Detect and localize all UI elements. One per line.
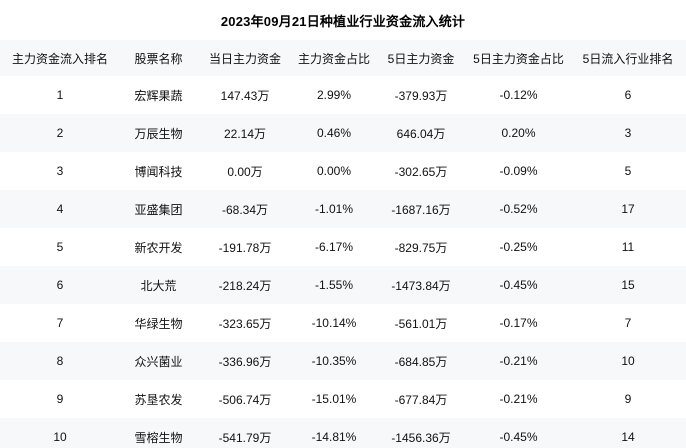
table-cell: -191.78万	[197, 228, 293, 266]
table-cell: -1456.36万	[375, 418, 467, 448]
table-cell: 14	[570, 418, 686, 448]
table-cell: -0.21%	[467, 342, 570, 380]
table-cell: 7	[0, 304, 120, 342]
table-cell: 17	[570, 190, 686, 228]
table-cell: -0.45%	[467, 266, 570, 304]
table-cell: 1	[0, 76, 120, 114]
table-cell: -677.84万	[375, 380, 467, 418]
table-cell: -0.12%	[467, 76, 570, 114]
table-cell: 646.04万	[375, 114, 467, 152]
table-cell: -68.34万	[197, 190, 293, 228]
table-cell: -684.85万	[375, 342, 467, 380]
table-cell: 6	[570, 76, 686, 114]
table-cell: -10.14%	[293, 304, 375, 342]
table-cell: -0.09%	[467, 152, 570, 190]
column-header: 5日主力资金	[375, 40, 467, 76]
table-cell: 雪榕生物	[120, 418, 197, 448]
table-cell: -1.55%	[293, 266, 375, 304]
table-row: 7 华绿生物 -323.65万 -10.14% -561.01万 -0.17% 7	[0, 304, 686, 342]
table-cell: 0.00%	[293, 152, 375, 190]
table-cell: 0.20%	[467, 114, 570, 152]
table-cell: -506.74万	[197, 380, 293, 418]
table-cell: 8	[0, 342, 120, 380]
table-cell: -1473.84万	[375, 266, 467, 304]
table-cell: -218.24万	[197, 266, 293, 304]
table-cell: 7	[570, 304, 686, 342]
table-cell: 宏辉果蔬	[120, 76, 197, 114]
column-header: 5日流入行业排名	[570, 40, 686, 76]
table-cell: 苏垦农发	[120, 380, 197, 418]
page-title: 2023年09月21日种植业行业资金流入统计	[220, 13, 466, 29]
table-row: 10 雪榕生物 -541.79万 -14.81% -1456.36万 -0.45% 14	[0, 418, 686, 448]
table-cell: -0.17%	[467, 304, 570, 342]
column-header: 股票名称	[120, 40, 197, 76]
table-cell: -1687.16万	[375, 190, 467, 228]
table-body: 1 宏辉果蔬 147.43万 2.99% -379.93万 -0.12% 6 2 万辰生物 22.…	[0, 76, 686, 448]
table-cell: -0.25%	[467, 228, 570, 266]
table-cell: 147.43万	[197, 76, 293, 114]
table-cell: 新农开发	[120, 228, 197, 266]
table-cell: 众兴菌业	[120, 342, 197, 380]
column-header: 主力资金流入排名	[0, 40, 120, 76]
table-cell: 0.00万	[197, 152, 293, 190]
table-cell: 22.14万	[197, 114, 293, 152]
table-row: 1 宏辉果蔬 147.43万 2.99% -379.93万 -0.12% 6	[0, 76, 686, 114]
column-header: 5日主力资金占比	[467, 40, 570, 76]
table-row: 8 众兴菌业 -336.96万 -10.35% -684.85万 -0.21% 10	[0, 342, 686, 380]
table-cell: -0.45%	[467, 418, 570, 448]
table-cell: -379.93万	[375, 76, 467, 114]
table-cell: -336.96万	[197, 342, 293, 380]
table-cell: 北大荒	[120, 266, 197, 304]
table-row: 2 万辰生物 22.14万 0.46% 646.04万 0.20% 3	[0, 114, 686, 152]
table-cell: -302.65万	[375, 152, 467, 190]
table-cell: -0.21%	[467, 380, 570, 418]
capital-flow-table: 主力资金流入排名 股票名称 当日主力资金 主力资金占比 5日主力资金 5日主力资金占比 5日…	[0, 40, 686, 448]
column-header: 主力资金占比	[293, 40, 375, 76]
table-cell: 9	[0, 380, 120, 418]
table-cell: 10	[0, 418, 120, 448]
table-row: 6 北大荒 -218.24万 -1.55% -1473.84万 -0.45% 15	[0, 266, 686, 304]
table-cell: -323.65万	[197, 304, 293, 342]
table-cell: -6.17%	[293, 228, 375, 266]
table-row: 4 亚盛集团 -68.34万 -1.01% -1687.16万 -0.52% 17	[0, 190, 686, 228]
table-cell: 9	[570, 380, 686, 418]
table-cell: 15	[570, 266, 686, 304]
table-cell: -15.01%	[293, 380, 375, 418]
table-cell: 万辰生物	[120, 114, 197, 152]
table-cell: 10	[570, 342, 686, 380]
table-header-row: 主力资金流入排名 股票名称 当日主力资金 主力资金占比 5日主力资金 5日主力资金占比 5日…	[0, 40, 686, 76]
table-row: 3 博闻科技 0.00万 0.00% -302.65万 -0.09% 5	[0, 152, 686, 190]
table-row: 5 新农开发 -191.78万 -6.17% -829.75万 -0.25% 11	[0, 228, 686, 266]
table-cell: 0.46%	[293, 114, 375, 152]
table-cell: 亚盛集团	[120, 190, 197, 228]
table-cell: 6	[0, 266, 120, 304]
table-cell: 华绿生物	[120, 304, 197, 342]
table-cell: 11	[570, 228, 686, 266]
table-cell: 3	[0, 152, 120, 190]
table-cell: -541.79万	[197, 418, 293, 448]
table-cell: 4	[0, 190, 120, 228]
table-cell: 2.99%	[293, 76, 375, 114]
table-cell: 5	[570, 152, 686, 190]
table-row: 9 苏垦农发 -506.74万 -15.01% -677.84万 -0.21% 9	[0, 380, 686, 418]
table-cell: 3	[570, 114, 686, 152]
table-cell: -14.81%	[293, 418, 375, 448]
table-cell: 5	[0, 228, 120, 266]
column-header: 当日主力资金	[197, 40, 293, 76]
table-cell: -829.75万	[375, 228, 467, 266]
table-cell: -1.01%	[293, 190, 375, 228]
table-cell: 博闻科技	[120, 152, 197, 190]
table-cell: -0.52%	[467, 190, 570, 228]
table-cell: -561.01万	[375, 304, 467, 342]
table-cell: 2	[0, 114, 120, 152]
table-cell: -10.35%	[293, 342, 375, 380]
